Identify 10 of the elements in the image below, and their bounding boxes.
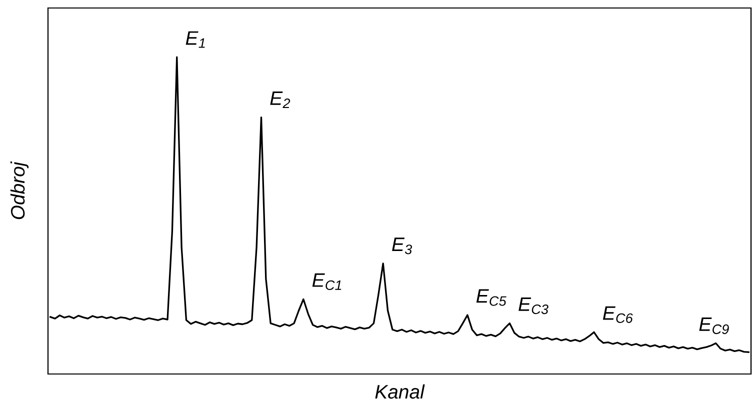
annotation: E$_{C5}$ — [476, 289, 506, 306]
annotation: E$_{C6}$ — [602, 306, 633, 323]
annotation: E$_{C1}$ — [312, 273, 342, 290]
x-axis-title: Kanal — [375, 384, 425, 399]
y-axis-title: Odbroj — [10, 161, 29, 220]
annotation: E$_{C3}$ — [518, 298, 548, 314]
annotation: E$_{C9}$ — [699, 317, 729, 334]
annotation: E$_{3}$ — [392, 238, 412, 254]
annotation: E$_{2}$ — [270, 92, 290, 108]
text: E$_{1}$ — [186, 31, 205, 48]
